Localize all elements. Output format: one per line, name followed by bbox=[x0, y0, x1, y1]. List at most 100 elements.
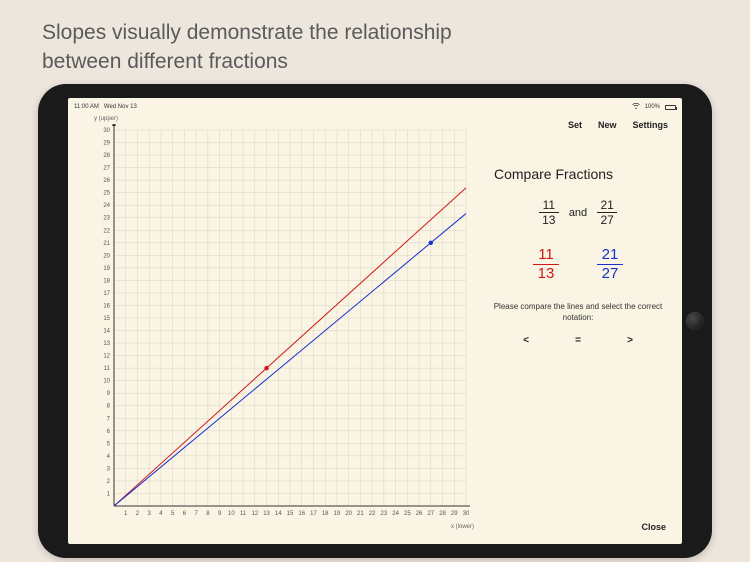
instruction-text: Please compare the lines and select the … bbox=[492, 301, 664, 323]
wifi-icon bbox=[632, 103, 640, 111]
svg-text:13: 13 bbox=[103, 341, 110, 347]
svg-text:28: 28 bbox=[103, 153, 110, 159]
frac2-blue-den: 27 bbox=[602, 265, 619, 283]
page-caption: Slopes visually demonstrate the relation… bbox=[42, 18, 452, 77]
svg-text:2: 2 bbox=[136, 511, 140, 517]
screen: 11:00 AM Wed Nov 13 100% y (upper) x (lo… bbox=[68, 98, 682, 544]
svg-text:25: 25 bbox=[103, 191, 110, 197]
svg-text:17: 17 bbox=[310, 511, 317, 517]
svg-text:1: 1 bbox=[124, 511, 128, 517]
ipad-frame: 11:00 AM Wed Nov 13 100% y (upper) x (lo… bbox=[38, 84, 712, 558]
new-button[interactable]: New bbox=[598, 120, 617, 130]
right-panel: Set New Settings Compare Fractions 11 13… bbox=[482, 116, 674, 536]
svg-text:20: 20 bbox=[103, 253, 110, 259]
svg-text:15: 15 bbox=[287, 511, 294, 517]
svg-text:15: 15 bbox=[103, 316, 110, 322]
svg-text:30: 30 bbox=[463, 511, 470, 517]
x-axis-label: x (lower) bbox=[451, 524, 474, 530]
svg-text:10: 10 bbox=[228, 511, 235, 517]
svg-text:6: 6 bbox=[183, 511, 187, 517]
svg-text:7: 7 bbox=[194, 511, 198, 517]
svg-text:24: 24 bbox=[392, 511, 399, 517]
caption-line-1: Slopes visually demonstrate the relation… bbox=[42, 21, 452, 44]
svg-text:29: 29 bbox=[451, 511, 458, 517]
battery-icon bbox=[665, 105, 676, 110]
svg-text:5: 5 bbox=[171, 511, 175, 517]
svg-text:27: 27 bbox=[427, 511, 434, 517]
equals-button[interactable]: = bbox=[575, 335, 581, 346]
chart-area: y (upper) x (lower) 12345678910111213141… bbox=[76, 116, 474, 536]
svg-text:21: 21 bbox=[357, 511, 364, 517]
caption-line-2: between different fractions bbox=[42, 50, 288, 73]
svg-text:3: 3 bbox=[148, 511, 152, 517]
svg-text:22: 22 bbox=[103, 228, 110, 234]
status-time: 11:00 AM bbox=[74, 104, 99, 110]
svg-text:16: 16 bbox=[298, 511, 305, 517]
compare-buttons: < = > bbox=[482, 335, 674, 346]
svg-text:29: 29 bbox=[103, 141, 110, 147]
settings-button[interactable]: Settings bbox=[632, 120, 668, 130]
less-than-button[interactable]: < bbox=[523, 335, 529, 346]
svg-text:4: 4 bbox=[159, 511, 163, 517]
status-bar: 11:00 AM Wed Nov 13 100% bbox=[68, 101, 682, 113]
svg-text:5: 5 bbox=[107, 441, 111, 447]
svg-text:14: 14 bbox=[275, 511, 282, 517]
svg-text:16: 16 bbox=[103, 303, 110, 309]
svg-text:11: 11 bbox=[104, 366, 111, 372]
svg-text:25: 25 bbox=[404, 511, 411, 517]
fraction-question-row: 11 13 and 21 27 bbox=[482, 198, 674, 228]
svg-text:18: 18 bbox=[103, 278, 110, 284]
frac2-blue-num: 21 bbox=[602, 246, 619, 264]
svg-text:10: 10 bbox=[103, 379, 110, 385]
fraction-2: 21 27 bbox=[597, 198, 617, 228]
svg-text:22: 22 bbox=[369, 511, 376, 517]
svg-text:12: 12 bbox=[251, 511, 258, 517]
svg-text:19: 19 bbox=[103, 266, 110, 272]
frac1-red-num: 11 bbox=[538, 246, 554, 264]
svg-text:18: 18 bbox=[322, 511, 329, 517]
greater-than-button[interactable]: > bbox=[627, 335, 633, 346]
svg-text:4: 4 bbox=[107, 454, 111, 460]
svg-text:19: 19 bbox=[334, 511, 341, 517]
svg-text:1: 1 bbox=[107, 491, 111, 497]
svg-text:27: 27 bbox=[103, 166, 110, 172]
fraction-colored-row: 11 13 21 27 bbox=[482, 246, 674, 283]
fraction-1-red: 11 13 bbox=[533, 246, 559, 283]
status-date: Wed Nov 13 bbox=[104, 104, 137, 110]
svg-text:14: 14 bbox=[103, 329, 110, 335]
menu-row: Set New Settings bbox=[482, 116, 674, 130]
status-battery-text: 100% bbox=[645, 104, 660, 110]
svg-text:3: 3 bbox=[107, 466, 111, 472]
svg-text:6: 6 bbox=[107, 429, 111, 435]
svg-text:9: 9 bbox=[107, 391, 111, 397]
frac1-red-den: 13 bbox=[538, 265, 555, 283]
frac1-num: 11 bbox=[543, 198, 555, 212]
svg-text:12: 12 bbox=[103, 354, 110, 360]
svg-text:17: 17 bbox=[103, 291, 110, 297]
frac2-den: 27 bbox=[600, 213, 613, 227]
svg-text:9: 9 bbox=[218, 511, 222, 517]
svg-text:11: 11 bbox=[240, 511, 247, 517]
panel-title: Compare Fractions bbox=[494, 166, 674, 182]
svg-text:21: 21 bbox=[103, 241, 110, 247]
svg-text:20: 20 bbox=[345, 511, 352, 517]
svg-text:7: 7 bbox=[107, 416, 111, 422]
fraction-2-blue: 21 27 bbox=[597, 246, 623, 283]
fraction-1: 11 13 bbox=[539, 198, 559, 228]
svg-text:2: 2 bbox=[107, 479, 111, 485]
and-text: and bbox=[569, 207, 587, 219]
y-axis-label: y (upper) bbox=[94, 116, 118, 122]
close-button[interactable]: Close bbox=[641, 522, 666, 532]
set-button[interactable]: Set bbox=[568, 120, 582, 130]
frac2-num: 21 bbox=[600, 198, 613, 212]
frac1-den: 13 bbox=[542, 213, 555, 227]
svg-text:24: 24 bbox=[103, 203, 110, 209]
home-button[interactable] bbox=[686, 312, 704, 330]
svg-text:23: 23 bbox=[381, 511, 388, 517]
svg-text:26: 26 bbox=[416, 511, 423, 517]
svg-text:26: 26 bbox=[103, 178, 110, 184]
chart-svg: 1234567891011121314151617181920212223242… bbox=[100, 124, 470, 522]
svg-text:13: 13 bbox=[263, 511, 270, 517]
svg-text:8: 8 bbox=[206, 511, 210, 517]
svg-text:23: 23 bbox=[103, 216, 110, 222]
